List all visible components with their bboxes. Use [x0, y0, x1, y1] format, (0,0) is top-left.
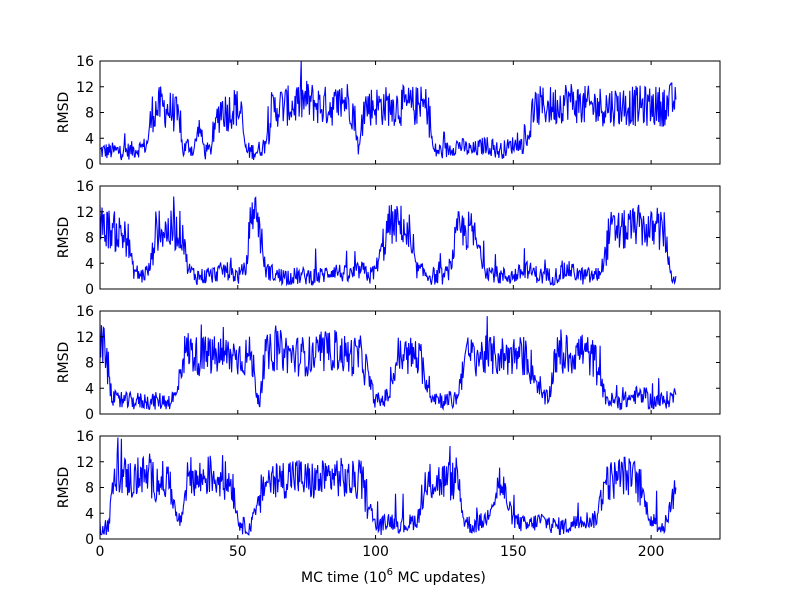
- y-tick-label-3-3: 12: [76, 330, 94, 346]
- y-tick-label-1-3: 12: [76, 80, 94, 96]
- chart-panels: 0 4 8 12 16 RMSD 0 4 8 12 16 RMSD 0 4 8 12 16 RMSD 0 4 8 12 16…: [56, 54, 721, 560]
- y-tick-label-2-4: 16: [76, 179, 94, 195]
- panel-1: 0 4 8 12 16 RMSD: [56, 54, 721, 173]
- panel-4: 0 4 8 12 16 0 50 100 150 200 RMSD: [56, 429, 721, 560]
- rmsd-trace-3: [99, 316, 677, 411]
- rmsd-trace-1: [99, 60, 677, 161]
- x-axis-label: MC time (106 MC updates): [301, 567, 486, 586]
- y-tick-label-1-1: 4: [85, 131, 94, 147]
- y-tick-label-2-0: 0: [85, 282, 94, 298]
- y-axis-label-2: RMSD: [56, 217, 72, 258]
- y-axis-label-1: RMSD: [56, 92, 72, 133]
- y-tick-label-4-4: 16: [76, 429, 94, 445]
- y-tick-label-2-1: 4: [85, 256, 94, 272]
- x-tick-label-4: 200: [638, 544, 665, 560]
- panel-3: 0 4 8 12 16 RMSD: [56, 304, 721, 423]
- y-tick-label-3-4: 16: [76, 304, 94, 320]
- x-axis-label-main: MC time (10: [301, 570, 387, 586]
- x-axis-label-tail: MC updates): [393, 570, 486, 586]
- y-tick-label-2-2: 8: [85, 231, 94, 247]
- y-tick-label-4-1: 4: [85, 506, 94, 522]
- y-tick-label-2-3: 12: [76, 205, 94, 221]
- y-tick-label-4-3: 12: [76, 455, 94, 471]
- y-tick-label-4-0: 0: [85, 532, 94, 548]
- rmsd-trace-4: [99, 437, 677, 536]
- y-tick-label-1-2: 8: [85, 106, 94, 122]
- y-axis-label-3: RMSD: [56, 342, 72, 383]
- y-tick-label-1-0: 0: [85, 157, 94, 173]
- y-tick-label-3-0: 0: [85, 407, 94, 423]
- x-tick-label-0: 0: [96, 544, 105, 560]
- x-tick-label-1: 50: [229, 544, 247, 560]
- y-tick-label-1-4: 16: [76, 54, 94, 70]
- y-axis-label-4: RMSD: [56, 467, 72, 508]
- panel-2: 0 4 8 12 16 RMSD: [56, 179, 721, 298]
- y-tick-label-4-2: 8: [85, 481, 94, 497]
- rmsd-trace-2: [99, 196, 677, 287]
- x-axis-label-superscript: 6: [387, 567, 393, 578]
- x-tick-label-2: 100: [362, 544, 389, 560]
- y-tick-label-3-1: 4: [85, 381, 94, 397]
- x-axis-title: MC time (106 MC updates): [301, 567, 486, 586]
- y-tick-label-3-2: 8: [85, 356, 94, 372]
- x-tick-label-3: 150: [500, 544, 527, 560]
